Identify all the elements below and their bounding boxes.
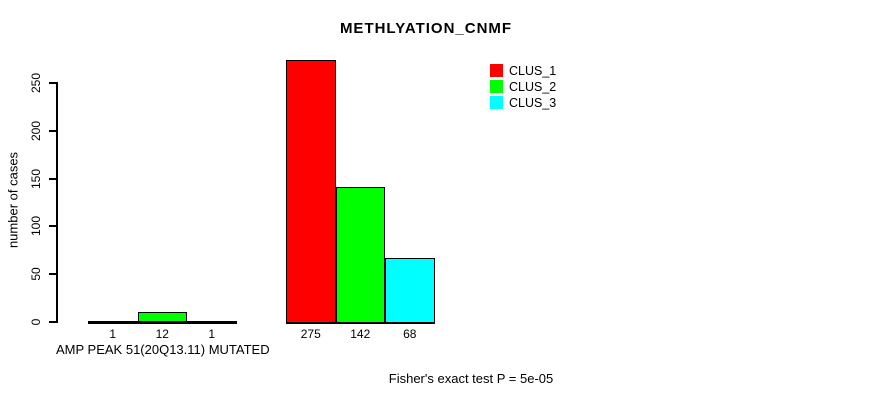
y-tick-mark — [49, 273, 57, 276]
bar-value-label: 68 — [403, 327, 417, 341]
legend-swatch-icon — [490, 80, 503, 93]
legend-item-clus_3: CLUS_3 — [490, 95, 557, 110]
bar-clus_1 — [286, 60, 336, 323]
bar-value-label: 1 — [208, 327, 216, 341]
x-group-label: AMP PEAK 51(20Q13.11) MUTATED — [56, 342, 270, 357]
y-tick-label: 0 — [29, 318, 43, 326]
legend: CLUS_1 CLUS_2 CLUS_3 — [490, 64, 556, 112]
legend-swatch-icon — [490, 64, 503, 77]
group-baseline — [286, 322, 435, 324]
y-tick-mark — [49, 225, 57, 228]
y-tick-mark — [49, 129, 57, 132]
p-value-annotation: Fisher's exact test P = 5e-05 — [388, 371, 554, 386]
y-tick-mark — [49, 177, 57, 180]
y-tick-label: 150 — [29, 168, 43, 189]
bar-value-label: 12 — [155, 327, 169, 341]
legend-label: CLUS_1 — [509, 63, 557, 78]
y-tick-mark — [49, 82, 57, 84]
bar-clus_3 — [385, 258, 435, 323]
y-tick-mark — [49, 321, 57, 323]
legend-item-clus_2: CLUS_2 — [490, 79, 557, 94]
y-axis-label: number of cases — [5, 151, 21, 249]
legend-label: CLUS_3 — [509, 95, 557, 110]
y-tick-label: 250 — [29, 72, 43, 94]
y-tick-label: 200 — [29, 120, 43, 141]
legend-label: CLUS_2 — [509, 79, 557, 94]
y-tick-label: 100 — [29, 216, 43, 237]
bar-clus_2 — [335, 187, 385, 323]
y-tick-label: 50 — [29, 267, 43, 281]
legend-item-clus_1: CLUS_1 — [490, 63, 557, 78]
bar-value-label: 142 — [350, 327, 371, 341]
legend-swatch-icon — [490, 96, 503, 109]
chart-title: METHLYATION_CNMF — [339, 20, 513, 37]
group-baseline — [88, 321, 237, 324]
bar-value-label: 1 — [109, 327, 117, 341]
y-axis-line — [56, 82, 58, 323]
bar-value-label: 275 — [300, 327, 321, 341]
